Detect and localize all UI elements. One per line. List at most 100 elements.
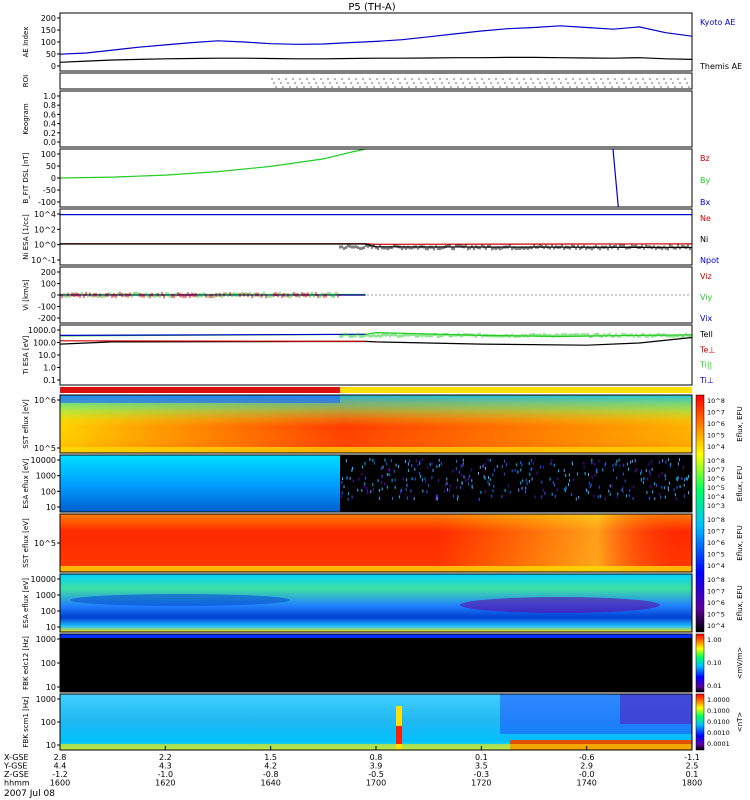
esa-e-speck [521, 486, 523, 490]
roi-flag [331, 86, 333, 88]
esa-e-speck [431, 462, 433, 466]
esa-e-speck [550, 462, 552, 466]
esa-e-speck [379, 496, 380, 500]
esa-e-speck [663, 486, 665, 490]
series-ae-kyotoae [59, 25, 693, 55]
roi-flag [513, 86, 515, 88]
esa-e-speck [367, 488, 368, 492]
esa-e-speck [381, 487, 383, 491]
esa-e-speck [564, 489, 566, 493]
velocity-dot [667, 294, 669, 296]
y-tick-label-velocity: 100 [41, 280, 56, 289]
esa-e-speck [420, 475, 422, 478]
esa-e-speck [596, 468, 598, 472]
colorbar-label-esa-i: Eflux, EFU [736, 585, 744, 620]
esa-e-fast [340, 455, 692, 512]
esa-e-speck [645, 469, 647, 472]
panel-velocity [59, 291, 689, 299]
colorbar-tick-sst-e: 10^4 [707, 443, 725, 451]
esa-e-speck [506, 463, 508, 467]
esa-e-speck [395, 463, 397, 467]
colorbar-tick-sst-e: 10^6 [707, 420, 725, 428]
esa-e-speck [531, 467, 533, 471]
esa-e-speck [457, 497, 459, 501]
esa-e-speck [381, 475, 383, 479]
esa-e-speck [406, 496, 408, 500]
legend-temperature-ti: Ti|| [699, 361, 712, 370]
esa-e-speck [407, 469, 409, 473]
y-label-ae: AE Index [22, 27, 30, 58]
esa-e-speck [431, 476, 433, 480]
x-row-value: 1.5 [264, 753, 277, 762]
esa-e-speck [679, 458, 680, 462]
y-label-density: Ni ESA [1/cc] [22, 214, 30, 260]
y-tick-label-esa-i: 10000 [31, 575, 56, 584]
legend-ae-kyotoae: Kyoto AE [700, 18, 735, 27]
x-row-value: 2.9 [580, 762, 593, 771]
roi-flag [532, 82, 534, 84]
roi-flag [499, 86, 501, 88]
roi-flag [338, 86, 340, 88]
colorbar-1 [695, 633, 705, 693]
esa-e-speck [658, 460, 660, 464]
esa-e-speck [583, 461, 585, 465]
x-row-value: 4.4 [54, 762, 67, 771]
roi-flag [348, 78, 350, 80]
esa-e-speck [413, 497, 415, 501]
esa-e-speck [591, 461, 593, 465]
esa-e-speck [504, 489, 506, 492]
spectrogram-fbk-b [60, 694, 692, 750]
roi-flag [663, 78, 665, 80]
series-bfit-by [59, 148, 366, 179]
roi-flag [621, 78, 623, 80]
frame-bfit [59, 148, 693, 208]
roi-flag [684, 78, 686, 80]
x-row-value: 1600 [50, 779, 70, 788]
roi-flag [518, 82, 520, 84]
esa-e-speck [349, 476, 351, 480]
esa-e-speck [664, 474, 666, 478]
esa-e-speck [593, 494, 595, 498]
esa-e-speck [462, 458, 464, 462]
y-tick-label-temperature: 1000.0 [28, 326, 56, 335]
esa-e-speck [357, 488, 359, 492]
velocity-dot [595, 294, 597, 296]
esa-e-speck [616, 476, 618, 480]
esa-e-speck [642, 480, 644, 484]
roi-flag [457, 86, 459, 88]
velocity-dot [447, 294, 449, 296]
esa-e-speck [425, 479, 427, 483]
velocity-dot [487, 294, 489, 296]
velocity-dot [343, 294, 345, 296]
esa-e-speck [393, 469, 395, 473]
x-row-value: -1.0 [158, 770, 174, 779]
x-row-value: 2.2 [159, 753, 172, 762]
esa-e-speck [679, 485, 681, 489]
esa-e-speck [460, 485, 462, 489]
esa-e-speck [446, 488, 448, 492]
esa-e-speck [514, 468, 516, 472]
mode-bar [60, 387, 692, 393]
roi-flag [644, 82, 646, 84]
roi-flag [502, 78, 504, 80]
series-ae-themisae [59, 56, 693, 63]
velocity-dot [623, 294, 625, 296]
esa-e-speck [487, 480, 489, 484]
esa-e-speck [549, 477, 551, 481]
velocity-dot [687, 294, 689, 296]
roi-flag [616, 82, 618, 84]
velocity-dot [631, 294, 633, 296]
velocity-dot [507, 294, 509, 296]
velocity-dot [611, 294, 613, 296]
roi-flag [665, 82, 667, 84]
esa-e-speck [465, 478, 467, 482]
esa-e-speck [597, 495, 599, 499]
esa-e-speck [400, 489, 402, 493]
velocity-dot [387, 294, 389, 296]
velocity-dot [463, 294, 465, 296]
velocity-dot [567, 294, 569, 296]
esa-i-core-early [70, 594, 290, 606]
roi-flag [639, 86, 641, 88]
esa-e-speck [417, 463, 419, 467]
esa-e-speck [462, 464, 464, 468]
